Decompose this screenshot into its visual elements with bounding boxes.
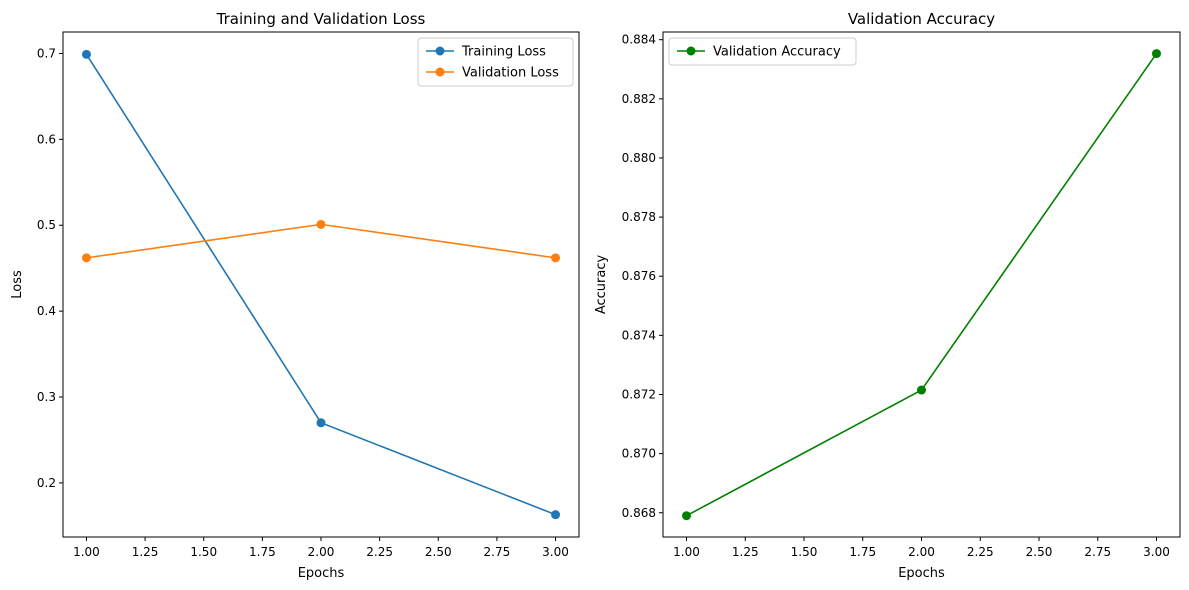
y-tick-label: 0.880	[622, 151, 656, 165]
x-tick-label: 2.00	[908, 545, 935, 559]
data-point	[551, 510, 561, 520]
x-tick-label: 2.25	[366, 545, 393, 559]
y-tick-label: 0.7	[37, 46, 56, 60]
accuracy-chart: 1.00 1.25 1.50 1.75 2.00 2.25 2.50 2.75 3.00 0.86…	[594, 10, 1181, 581]
y-tick-label: 0.4	[37, 304, 56, 318]
x-tick-label: 1.00	[73, 545, 100, 559]
x-tick-label: 1.50	[190, 545, 217, 559]
x-tick-label: 2.25	[967, 545, 994, 559]
data-point	[316, 219, 326, 229]
data-point	[917, 385, 926, 395]
x-tick-label: 3.00	[542, 545, 569, 559]
y-tick-label: 0.882	[622, 92, 656, 106]
legend-label: Training Loss	[461, 45, 546, 60]
data-point	[1152, 49, 1161, 59]
x-axis-label: Epochs	[898, 566, 945, 581]
y-tick-label: 0.3	[37, 390, 56, 404]
x-tick-label: 2.75	[484, 545, 511, 559]
x-tick-label: 2.75	[1084, 545, 1111, 559]
legend-box	[668, 37, 857, 66]
x-tick-label: 3.00	[1143, 545, 1170, 559]
y-tick-label: 0.2	[37, 476, 56, 490]
x-tick-label: 1.00	[673, 545, 700, 559]
x-tick-label: 2.50	[425, 545, 452, 559]
y-tick-label: 0.878	[622, 210, 656, 224]
loss-chart: 1.00 1.25 1.50 1.75 2.00 2.25 2.50 2.75 3.00 0.2 0…	[10, 10, 580, 581]
legend-box	[417, 37, 574, 87]
y-tick-label: 0.6	[37, 132, 56, 146]
legend-label: Validation Loss	[462, 66, 559, 81]
y-tick-label: 0.870	[622, 447, 656, 461]
chart-title: Training and Validation Loss	[216, 10, 426, 28]
x-tick-label: 2.50	[1026, 545, 1053, 559]
data-point	[81, 49, 91, 59]
legend-marker	[435, 46, 445, 56]
x-tick-label: 1.25	[732, 545, 759, 559]
y-tick-label: 0.876	[622, 269, 656, 283]
legend-label: Validation Accuracy	[713, 45, 841, 60]
y-tick-label: 0.874	[622, 328, 656, 342]
data-point	[551, 253, 561, 263]
y-tick-label: 0.868	[622, 506, 656, 520]
x-tick-label: 1.75	[849, 545, 876, 559]
x-axis-label: Epochs	[298, 566, 345, 581]
legend-marker	[435, 67, 445, 77]
y-tick-label: 0.884	[622, 33, 656, 47]
chart-title: Validation Accuracy	[848, 10, 995, 28]
legend: Validation Accuracy	[668, 37, 857, 66]
data-point	[316, 418, 326, 428]
y-axis-label: Loss	[10, 270, 25, 299]
data-point	[682, 511, 691, 521]
x-tick-label: 1.50	[791, 545, 818, 559]
y-tick-label: 0.872	[622, 387, 656, 401]
data-point	[81, 253, 91, 263]
y-axis-label: Accuracy	[594, 255, 609, 315]
legend: Training Loss Validation Loss	[417, 37, 574, 87]
x-tick-label: 2.00	[308, 545, 335, 559]
legend-marker	[686, 46, 696, 56]
y-tick-label: 0.5	[37, 218, 56, 232]
x-tick-label: 1.75	[249, 545, 276, 559]
x-tick-label: 1.25	[132, 545, 159, 559]
